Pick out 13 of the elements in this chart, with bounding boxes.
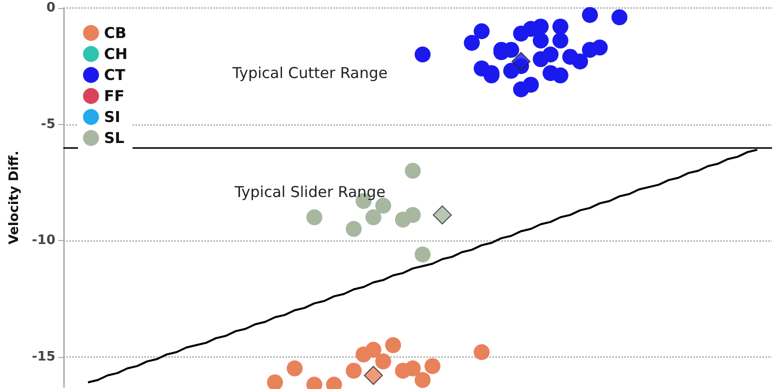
y-tick-label: 0 — [46, 0, 56, 16]
annotation: Typical Slider Range — [234, 183, 386, 201]
y-axis-title: Velocity Diff. — [7, 150, 22, 244]
legend-label: CB — [104, 24, 126, 42]
legend-label: SL — [104, 129, 125, 147]
legend-label: CH — [104, 45, 128, 63]
y-tick-label: -5 — [40, 116, 56, 132]
legend-label: CT — [104, 66, 126, 84]
legend-label: SI — [104, 108, 120, 126]
y-tick-label: -10 — [32, 233, 56, 248]
legend-label: FF — [104, 87, 124, 105]
annotation: Typical Cutter Range — [231, 64, 388, 82]
y-tick-label: -15 — [32, 349, 56, 364]
